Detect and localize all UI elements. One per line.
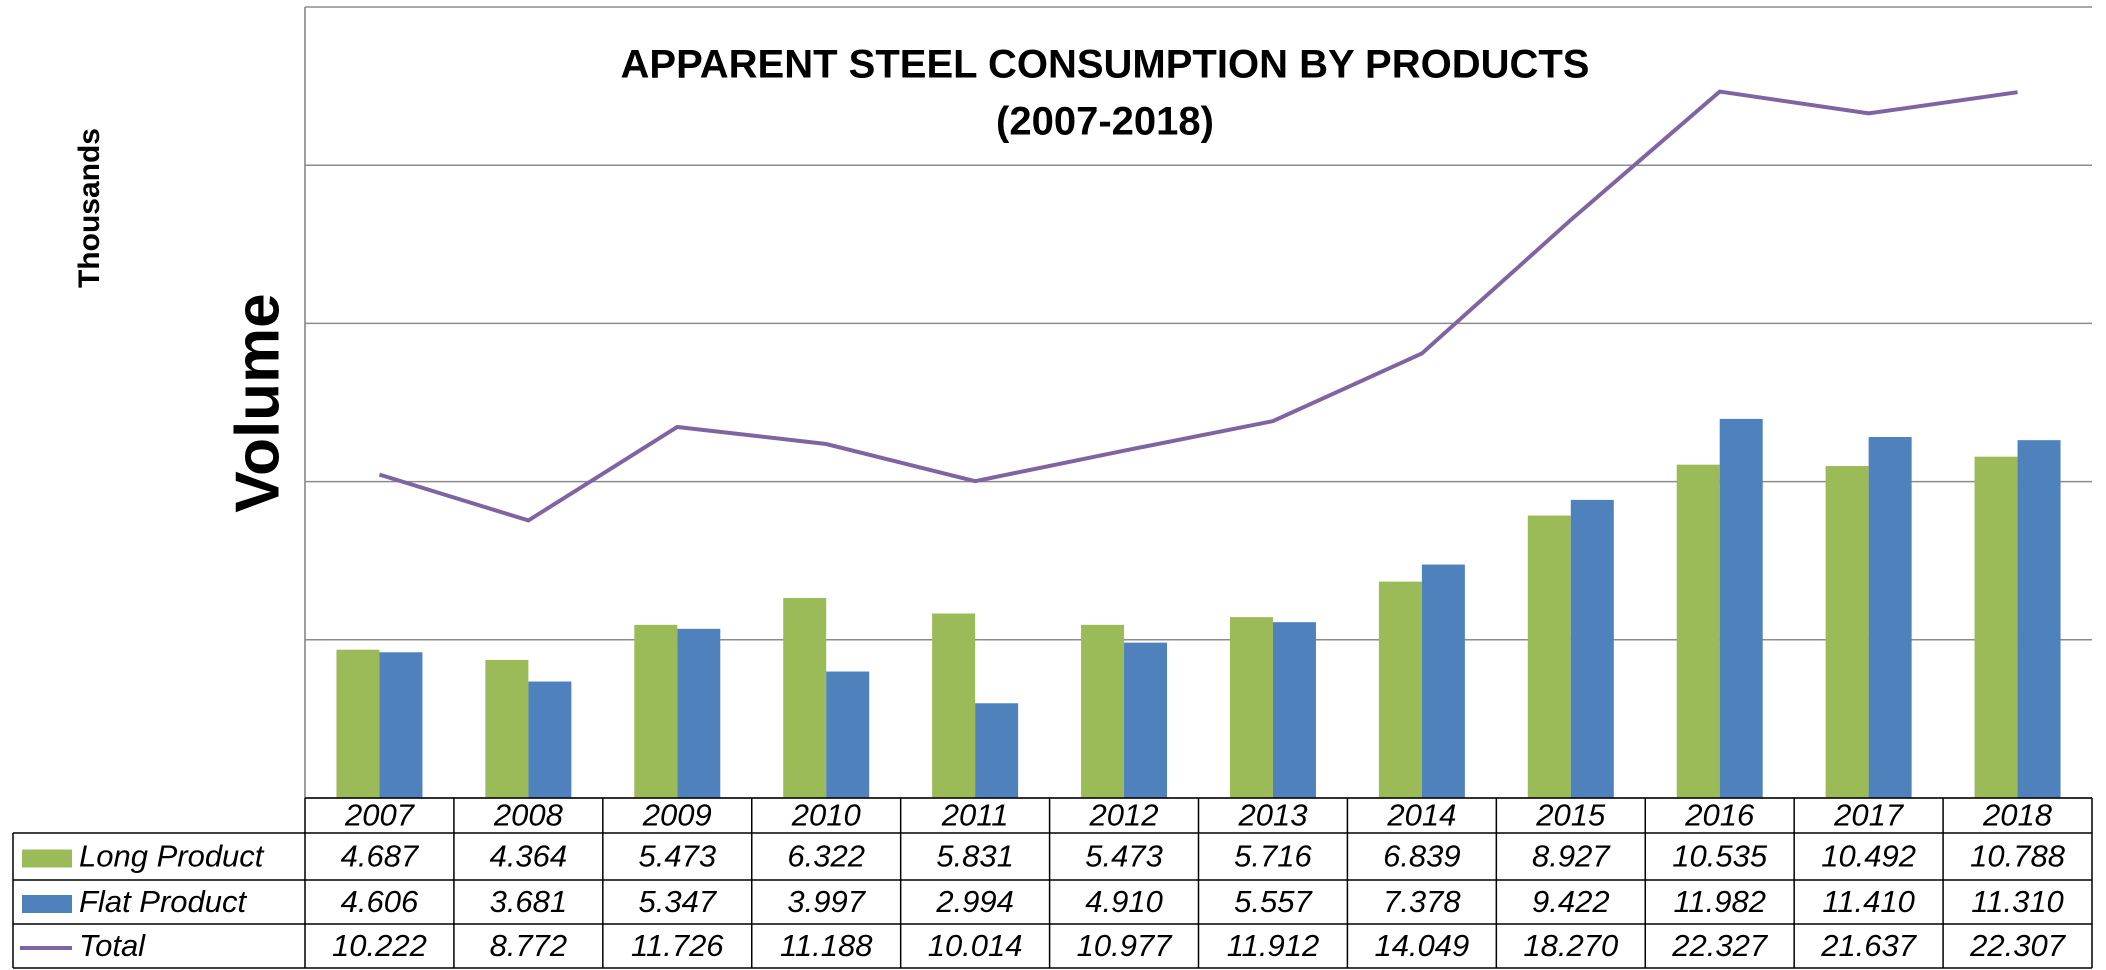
data-label: 2.994 [935,884,1014,919]
data-label: 11.410 [1822,884,1915,919]
data-label: 8.927 [1532,839,1611,874]
data-label: 22.307 [1969,928,2067,963]
data-label: 10.492 [1821,839,1916,874]
data-label: 5.473 [1085,839,1163,874]
y-units: Thousands [73,128,106,288]
bar [1272,622,1316,798]
bar [1719,418,1763,798]
legend-label: Flat Product [79,884,248,919]
data-label: 11.310 [1971,884,2064,919]
bar [1527,515,1571,798]
bar [1676,464,1720,798]
data-label: 8.772 [490,928,568,963]
bar [634,624,678,798]
data-label: 5.473 [639,839,717,874]
data-label: 14.049 [1374,928,1469,963]
x-tick-label: 2009 [642,798,712,833]
bar [379,652,423,798]
bar [783,597,827,798]
bar [932,613,976,798]
data-label: 3.681 [490,884,568,919]
data-label: 4.687 [341,839,420,874]
x-tick-label: 2014 [1386,798,1456,833]
x-tick-label: 2016 [1684,798,1755,833]
x-tick-label: 2018 [1982,798,2053,833]
x-tick-label: 2007 [344,798,416,833]
legend-swatch [22,849,72,868]
data-label: 3.997 [787,884,866,919]
data-label: 4.606 [341,884,419,919]
bar [826,671,870,798]
x-tick-label: 2008 [493,798,564,833]
bar [1124,642,1168,798]
data-label: 5.347 [639,884,718,919]
data-label: 5.716 [1234,839,1312,874]
data-label: 10.788 [1970,839,2066,874]
bar [1229,617,1273,798]
x-tick-label: 2010 [791,798,861,833]
bar [1868,436,1912,798]
x-tick-label: 2013 [1237,798,1307,833]
chart-title: APPARENT STEEL CONSUMPTION BY PRODUCTS [621,43,1590,87]
data-label: 9.422 [1532,884,1610,919]
x-tick-label: 2012 [1089,798,1159,833]
data-label: 6.322 [787,839,865,874]
data-label: 10.535 [1672,839,1768,874]
legend-label: Long Product [79,839,265,874]
data-label: 4.364 [490,839,568,874]
line [378,89,2018,523]
bar [1421,564,1465,798]
bar [528,681,572,798]
data-label: 11.726 [631,928,724,963]
bar [485,659,529,798]
bar [975,703,1019,798]
data-label: 10.222 [332,928,427,963]
legend-label: Total [79,928,146,963]
data-label: 11.188 [780,928,873,963]
data-label: 21.637 [1820,928,1918,963]
data-label: 10.977 [1077,928,1174,963]
legend-swatch [22,895,72,913]
bar [1825,466,1869,798]
data-label: 18.270 [1523,928,1618,963]
bar [2017,440,2061,798]
bar [1081,624,1125,798]
data-label: 11.982 [1673,884,1766,919]
chart-subtitle: (2007-2018) [996,100,1214,144]
bar [1974,456,2018,798]
bar [1378,581,1422,798]
data-label: 4.910 [1085,884,1163,919]
x-tick-label: 2017 [1833,798,1905,833]
x-tick-label: 2015 [1535,798,1606,833]
data-label: 6.839 [1383,839,1461,874]
data-label: 5.831 [936,839,1014,874]
data-label: 5.557 [1234,884,1313,919]
data-label: 11.912 [1227,928,1320,963]
bar [336,649,380,798]
bar [677,628,721,798]
y-axis-label: Volume [223,293,292,512]
data-label: 7.378 [1383,884,1461,919]
data-label: 22.327 [1671,928,1769,963]
x-tick-label: 2011 [941,798,1009,833]
bar [1570,499,1614,798]
data-label: 10.014 [928,928,1023,963]
